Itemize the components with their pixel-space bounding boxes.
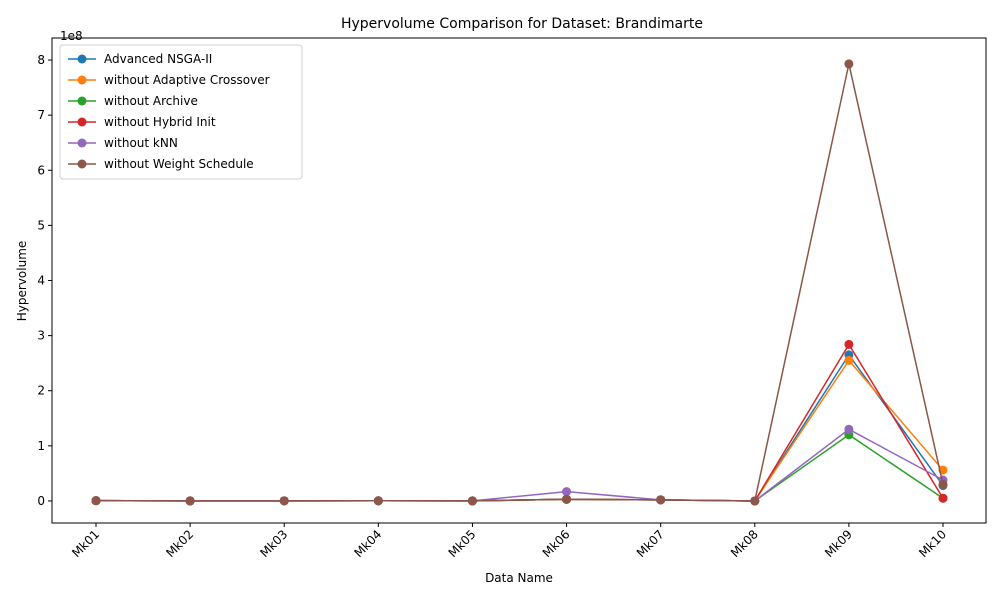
legend-entry-label: without Weight Schedule [104, 157, 254, 171]
x-tick-label: Mk07 [634, 527, 667, 560]
legend-box [59, 44, 303, 180]
x-tick-label: Mk10 [916, 527, 949, 560]
x-tick-label: Mk05 [446, 527, 479, 560]
series-line [95, 359, 944, 502]
data-point [467, 496, 477, 506]
series-line [95, 428, 944, 502]
x-tick-label: Mk02 [163, 527, 196, 560]
legend-entry-label: without kNN [104, 136, 178, 150]
series-line [95, 342, 944, 502]
legend-entry-label: without Hybrid Init [104, 115, 216, 129]
y-tick-label: 5 [37, 218, 45, 232]
legend-marker [77, 54, 87, 64]
y-axis-label: Hypervolume [15, 241, 29, 322]
data-point [91, 496, 101, 506]
x-tick-label: Mk06 [540, 527, 573, 560]
y-multiplier-label: 1e8 [60, 29, 83, 43]
data-point [279, 496, 289, 506]
data-point [373, 496, 383, 506]
legend-marker [77, 138, 87, 148]
legend: Advanced NSGA-II without Adaptive Crossov… [59, 44, 303, 180]
x-tick-label: Mk01 [69, 527, 102, 560]
series-line [95, 433, 944, 502]
data-point [938, 479, 948, 489]
x-tick-label: Mk03 [257, 527, 290, 560]
x-tick-label: Mk08 [728, 527, 761, 560]
y-tick-label: 8 [37, 53, 45, 67]
legend-entry-label: Advanced NSGA-II [104, 52, 212, 66]
y-tick-label: 2 [37, 384, 45, 398]
legend-marker [77, 159, 87, 169]
series-lines [91, 59, 948, 506]
x-axis-label: Data Name [485, 571, 553, 585]
chart-title: Hypervolume Comparison for Dataset: Bran… [341, 16, 703, 32]
data-point [938, 493, 948, 503]
y-tick-label: 0 [37, 494, 45, 508]
data-point [562, 494, 572, 504]
y-tick-label: 7 [37, 108, 45, 122]
data-point [844, 339, 854, 349]
data-point [656, 495, 666, 505]
data-point [844, 355, 854, 365]
x-tick-label: Mk09 [822, 527, 855, 560]
data-point [844, 424, 854, 434]
data-point [185, 496, 195, 506]
y-tick-label: 3 [37, 329, 45, 343]
data-point [562, 487, 572, 497]
series-line [95, 63, 944, 502]
legend-entry-label: without Adaptive Crossover [104, 73, 270, 87]
legend-marker [77, 117, 87, 127]
data-point [750, 496, 760, 506]
legend-marker [77, 75, 87, 85]
legend-entry-label: without Archive [104, 94, 198, 108]
data-point [844, 59, 854, 69]
legend-marker [77, 96, 87, 106]
y-tick-label: 4 [37, 274, 45, 288]
y-tick-label: 6 [37, 163, 45, 177]
x-tick-label: Mk04 [352, 527, 385, 560]
plot-frame [51, 37, 987, 524]
y-tick-label: 1 [37, 439, 45, 453]
series-line [95, 353, 944, 502]
